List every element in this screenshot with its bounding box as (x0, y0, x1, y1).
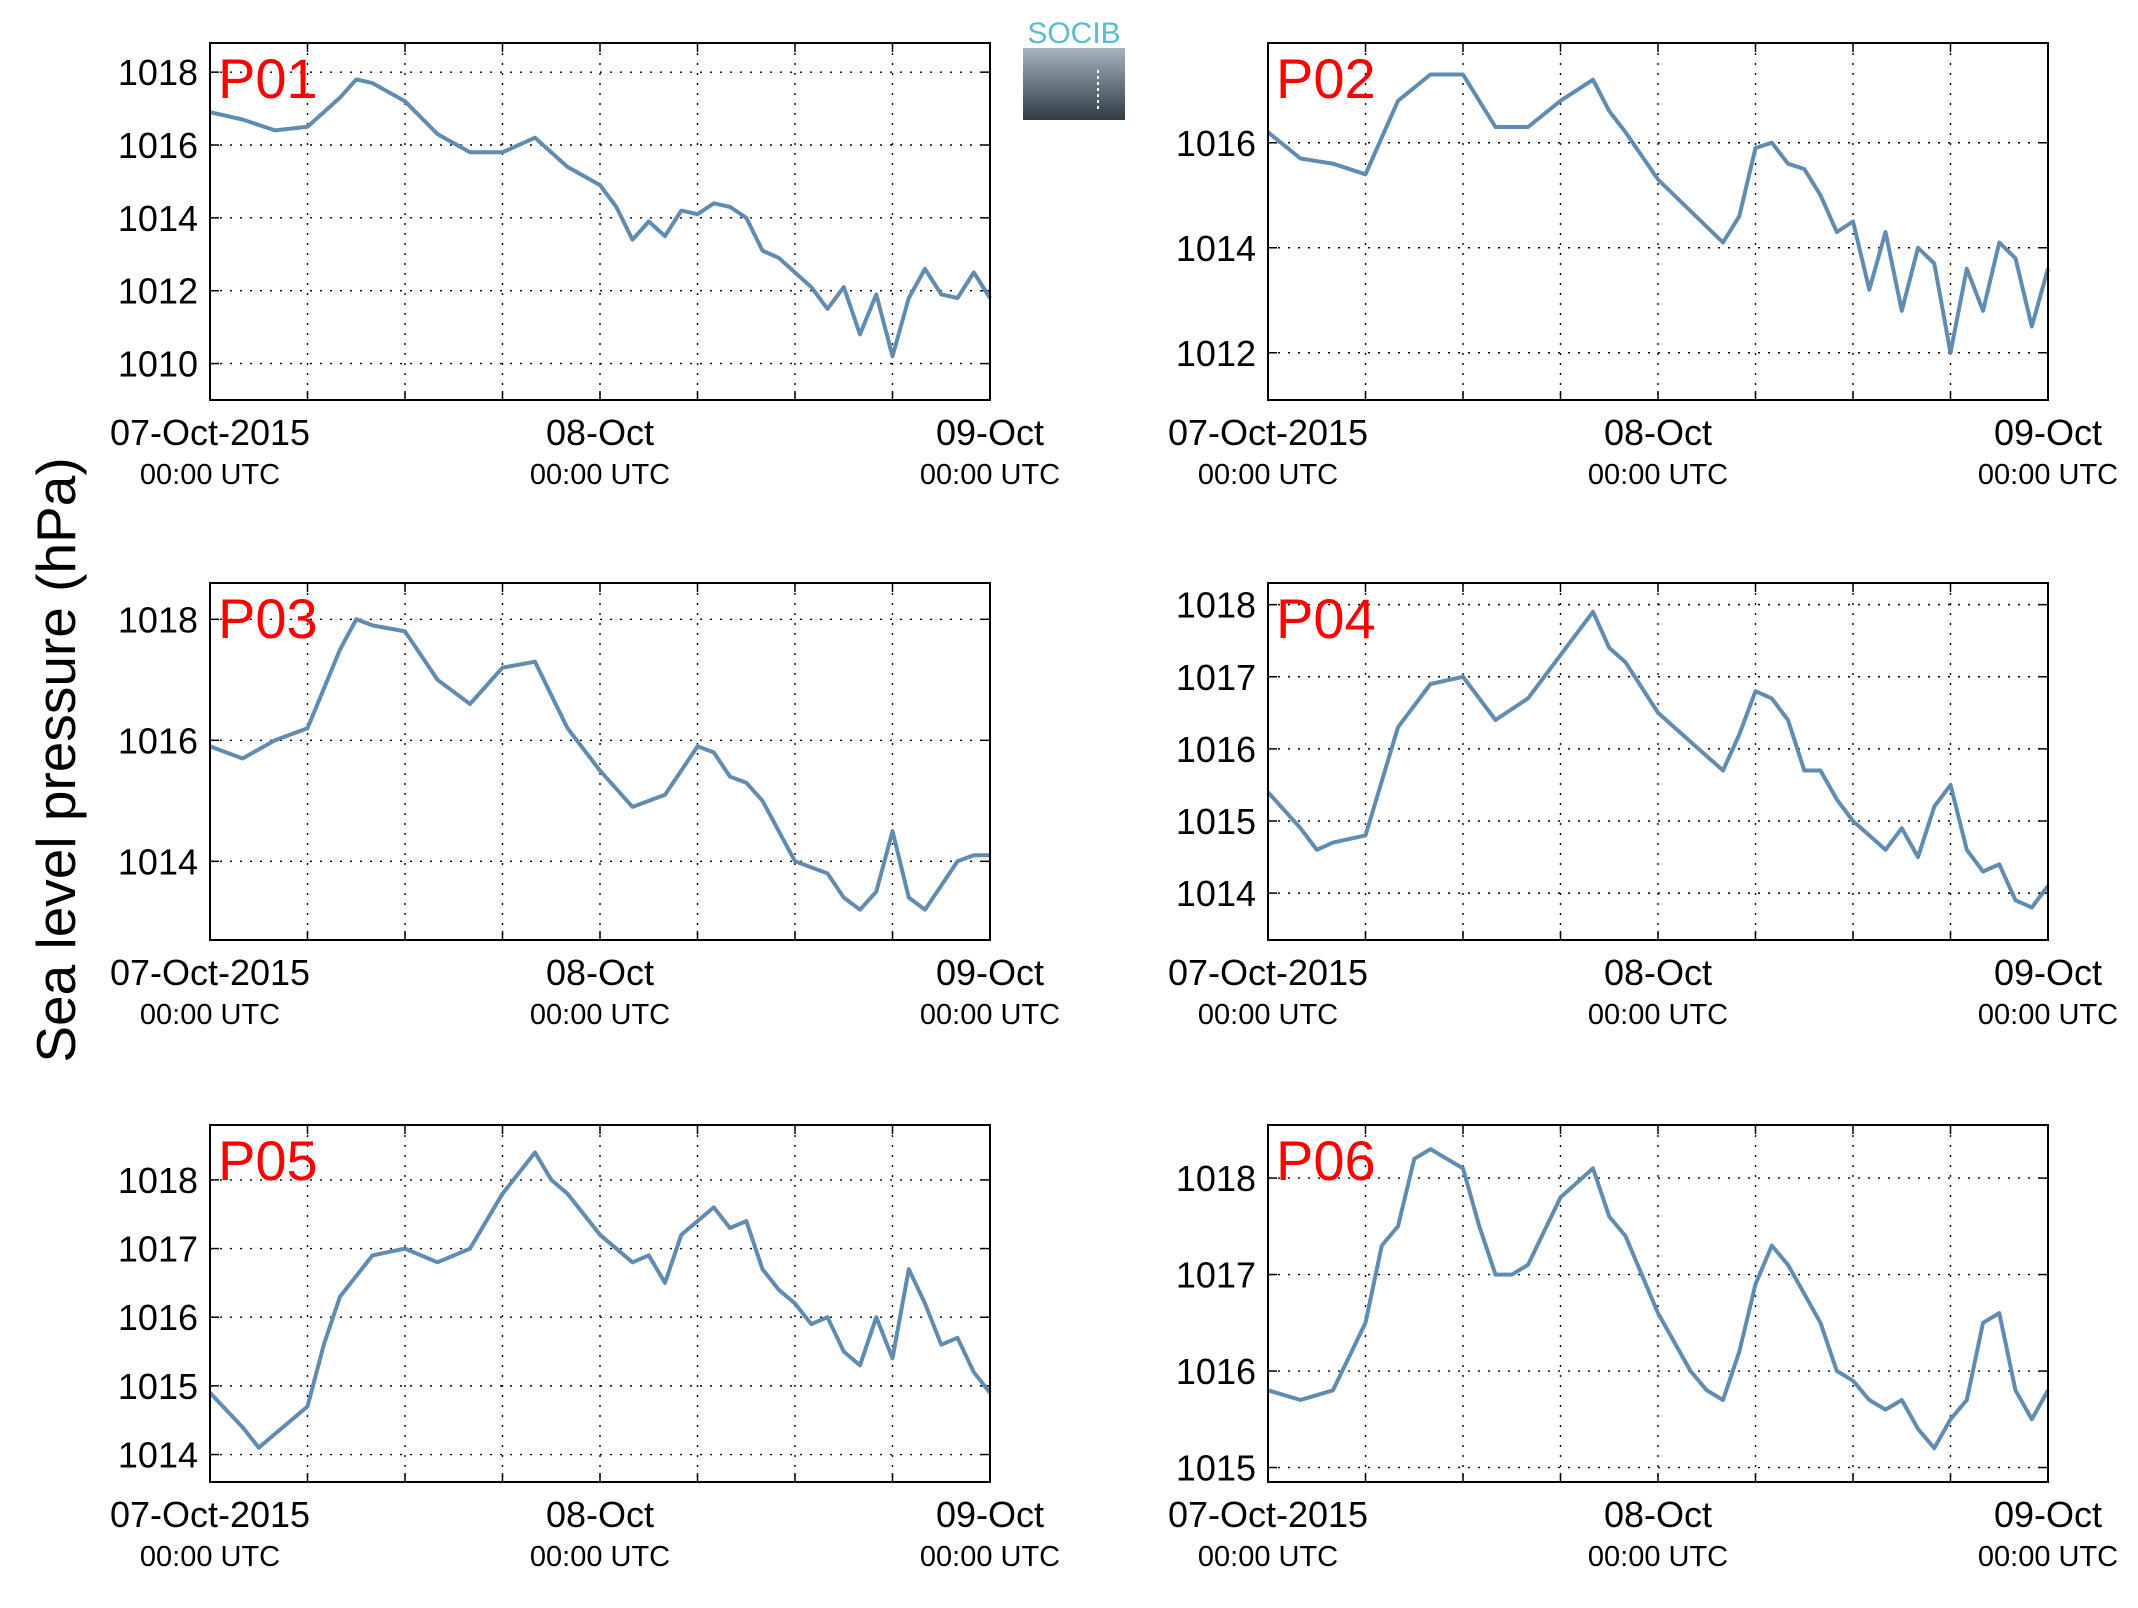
x-tick-time-label: 00:00 UTC (140, 999, 280, 1031)
x-tick-date-label: 07-Oct-2015 (1168, 952, 1368, 993)
x-tick-time-label: 00:00 UTC (140, 459, 280, 491)
y-tick-label: 1015 (118, 1366, 198, 1407)
axes-frame (209, 42, 991, 401)
x-tick-date-label: 09-Oct (936, 1494, 1044, 1535)
x-tick-date-label: 08-Oct (1604, 1494, 1712, 1535)
y-tick-label: 1014 (118, 1435, 198, 1476)
axes-frame (1267, 1124, 2049, 1483)
y-tick-label: 1016 (118, 125, 198, 166)
y-tick-label: 1014 (1176, 873, 1256, 914)
y-tick-label: 1014 (1176, 228, 1256, 269)
x-tick-date-label: 09-Oct (1994, 952, 2102, 993)
socib-logo-wave (1023, 48, 1125, 120)
x-tick-time-label: 00:00 UTC (920, 459, 1060, 491)
x-tick-time-label: 00:00 UTC (1198, 1541, 1338, 1573)
axes-frame (209, 1124, 991, 1483)
y-tick-label: 1017 (1176, 1255, 1256, 1296)
x-tick-date-label: 09-Oct (936, 952, 1044, 993)
x-tick-date-label: 07-Oct-2015 (1168, 1494, 1368, 1535)
panel-p04: 1014 1015 1016 1017 1018 P04 07-Oct-2015 00:00 … (1168, 582, 2118, 1031)
x-tick-time-label: 00:00 UTC (530, 1541, 670, 1573)
y-tick-label: 1016 (118, 1297, 198, 1338)
y-tick-label: 1018 (118, 599, 198, 640)
y-tick-label: 1016 (1176, 729, 1256, 770)
socib-logo-text: SOCIB (1027, 17, 1120, 50)
panel-label: P04 (1276, 587, 1376, 650)
axes-frame (209, 582, 991, 941)
x-tick-time-label: 00:00 UTC (530, 459, 670, 491)
panel-p01: 1010 1012 1014 1016 1018 P01 07-Oct-2015 00:00 … (110, 42, 1060, 491)
x-tick-time-label: 00:00 UTC (920, 1541, 1060, 1573)
pressure-series-line (208, 1150, 992, 1450)
y-tick-label: 1010 (118, 344, 198, 385)
x-tick-time-label: 00:00 UTC (1198, 459, 1338, 491)
y-axis-label: Sea level pressure (hPa) (25, 457, 87, 1062)
y-tick-label: 1015 (1176, 801, 1256, 842)
panel-label: P06 (1276, 1129, 1376, 1192)
pressure-series-line (1267, 1147, 2050, 1451)
x-tick-time-label: 00:00 UTC (140, 1541, 280, 1573)
x-tick-time-label: 00:00 UTC (920, 999, 1060, 1031)
y-tick-label: 1012 (1176, 333, 1256, 374)
x-tick-time-label: 00:00 UTC (1198, 999, 1338, 1031)
pressure-series-line (1266, 609, 2050, 910)
pressure-series-line (1266, 72, 2050, 355)
x-tick-time-label: 00:00 UTC (1588, 1541, 1728, 1573)
y-tick-label: 1018 (118, 52, 198, 93)
y-tick-label: 1016 (118, 720, 198, 761)
y-tick-label: 1014 (118, 841, 198, 882)
y-tick-label: 1012 (118, 271, 198, 312)
panel-label: P01 (218, 47, 318, 110)
x-tick-date-label: 09-Oct (936, 412, 1044, 453)
y-tick-label: 1016 (1176, 123, 1256, 164)
x-tick-time-label: 00:00 UTC (1978, 1541, 2118, 1573)
panel-p02: 1012 1014 1016 P02 07-Oct-2015 00:00 UTC 08-Oc… (1168, 42, 2118, 491)
y-tick-label: 1018 (1176, 1158, 1256, 1199)
y-tick-label: 1018 (118, 1160, 198, 1201)
x-tick-date-label: 07-Oct-2015 (1168, 412, 1368, 453)
x-tick-date-label: 07-Oct-2015 (110, 1494, 310, 1535)
x-tick-date-label: 08-Oct (546, 412, 654, 453)
x-tick-time-label: 00:00 UTC (1978, 999, 2118, 1031)
x-tick-time-label: 00:00 UTC (1588, 999, 1728, 1031)
pressure-series-line (209, 77, 992, 359)
panel-p03: 1014 1016 1018 P03 07-Oct-2015 00:00 UTC 08-Oc… (110, 582, 1060, 1031)
x-tick-date-label: 08-Oct (546, 1494, 654, 1535)
x-tick-date-label: 08-Oct (1604, 412, 1712, 453)
panel-label: P03 (218, 587, 318, 650)
panel-label: P02 (1276, 47, 1376, 110)
x-tick-date-label: 07-Oct-2015 (110, 952, 310, 993)
x-tick-date-label: 09-Oct (1994, 1494, 2102, 1535)
x-tick-date-label: 08-Oct (1604, 952, 1712, 993)
y-tick-label: 1017 (118, 1229, 198, 1270)
panel-label: P05 (218, 1129, 318, 1192)
x-tick-time-label: 00:00 UTC (1978, 459, 2118, 491)
axes-frame (1267, 582, 2049, 941)
y-tick-label: 1015 (1176, 1448, 1256, 1489)
y-tick-label: 1016 (1176, 1351, 1256, 1392)
x-tick-date-label: 08-Oct (546, 952, 654, 993)
y-tick-label: 1018 (1176, 585, 1256, 626)
x-tick-date-label: 07-Oct-2015 (110, 412, 310, 453)
x-tick-date-label: 09-Oct (1994, 412, 2102, 453)
socib-logo: SOCIB (1023, 17, 1125, 120)
y-tick-label: 1014 (118, 198, 198, 239)
panel-p05: 1014 1015 1016 1017 1018 P05 07-Oct-2015 00:00 … (110, 1124, 1060, 1573)
pressure-series-line (209, 617, 990, 912)
y-tick-label: 1017 (1176, 657, 1256, 698)
x-tick-time-label: 00:00 UTC (1588, 459, 1728, 491)
axes-frame (1267, 42, 2049, 401)
panel-p06: 1015 1016 1017 1018 P06 07-Oct-2015 00:00 UTC 0… (1168, 1124, 2118, 1573)
x-tick-time-label: 00:00 UTC (530, 999, 670, 1031)
